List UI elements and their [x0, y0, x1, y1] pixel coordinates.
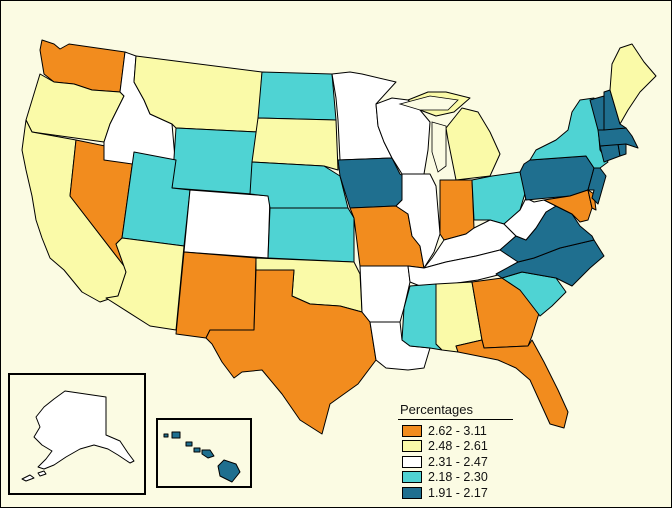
state-new-hampshire[interactable] [603, 89, 627, 131]
legend-swatch [402, 471, 422, 484]
legend-item: 1.91 - 2.17 [398, 485, 516, 501]
legend-label: 2.31 - 2.47 [428, 454, 488, 469]
legend-item: 2.18 - 2.30 [398, 470, 516, 486]
state-massachusetts[interactable] [597, 127, 639, 149]
legend-item: 2.62 - 3.11 [398, 423, 516, 439]
legend-label: 2.62 - 3.11 [428, 423, 487, 438]
state-louisiana[interactable] [369, 321, 431, 371]
state-maine[interactable] [609, 43, 657, 125]
state-kansas[interactable] [267, 207, 355, 263]
legend-item: 2.31 - 2.47 [398, 454, 516, 470]
state-new-mexico[interactable] [175, 251, 257, 339]
legend-swatch [402, 424, 422, 437]
legend-divider [398, 419, 513, 420]
state-connecticut[interactable] [599, 143, 621, 163]
state-new-jersey[interactable] [587, 167, 607, 205]
state-wyoming[interactable] [171, 127, 259, 195]
legend-label: 1.91 - 2.17 [428, 485, 488, 500]
state-alaska[interactable] [33, 390, 135, 470]
legend-label: 2.48 - 2.61 [428, 439, 488, 454]
state-maryland[interactable] [543, 189, 593, 223]
state-michigan[interactable] [407, 91, 501, 181]
state-arkansas[interactable] [359, 265, 411, 323]
legend: Percentages 2.62 - 3.11 2.48 - 2.61 2.31 -… [398, 402, 516, 501]
state-texas[interactable] [205, 269, 377, 435]
legend-swatch [402, 455, 422, 468]
state-hawaii[interactable] [163, 431, 241, 483]
state-illinois[interactable] [395, 173, 441, 269]
legend-title: Percentages [400, 402, 473, 417]
legend-item: 2.48 - 2.61 [398, 439, 516, 455]
alaska-inset [8, 373, 146, 495]
state-rhode-island[interactable] [617, 143, 627, 157]
state-arizona[interactable] [105, 237, 185, 331]
state-florida[interactable] [455, 339, 569, 429]
state-wisconsin[interactable] [375, 97, 431, 175]
state-south-dakota[interactable] [251, 117, 339, 171]
state-indiana[interactable] [439, 179, 475, 241]
legend-label: 2.18 - 2.30 [428, 470, 488, 485]
state-north-dakota[interactable] [257, 71, 337, 121]
hawaii-inset [156, 418, 252, 488]
legend-swatch [402, 440, 422, 453]
great-lakes [398, 95, 459, 173]
legend-swatch [402, 486, 422, 499]
state-colorado[interactable] [183, 189, 271, 259]
